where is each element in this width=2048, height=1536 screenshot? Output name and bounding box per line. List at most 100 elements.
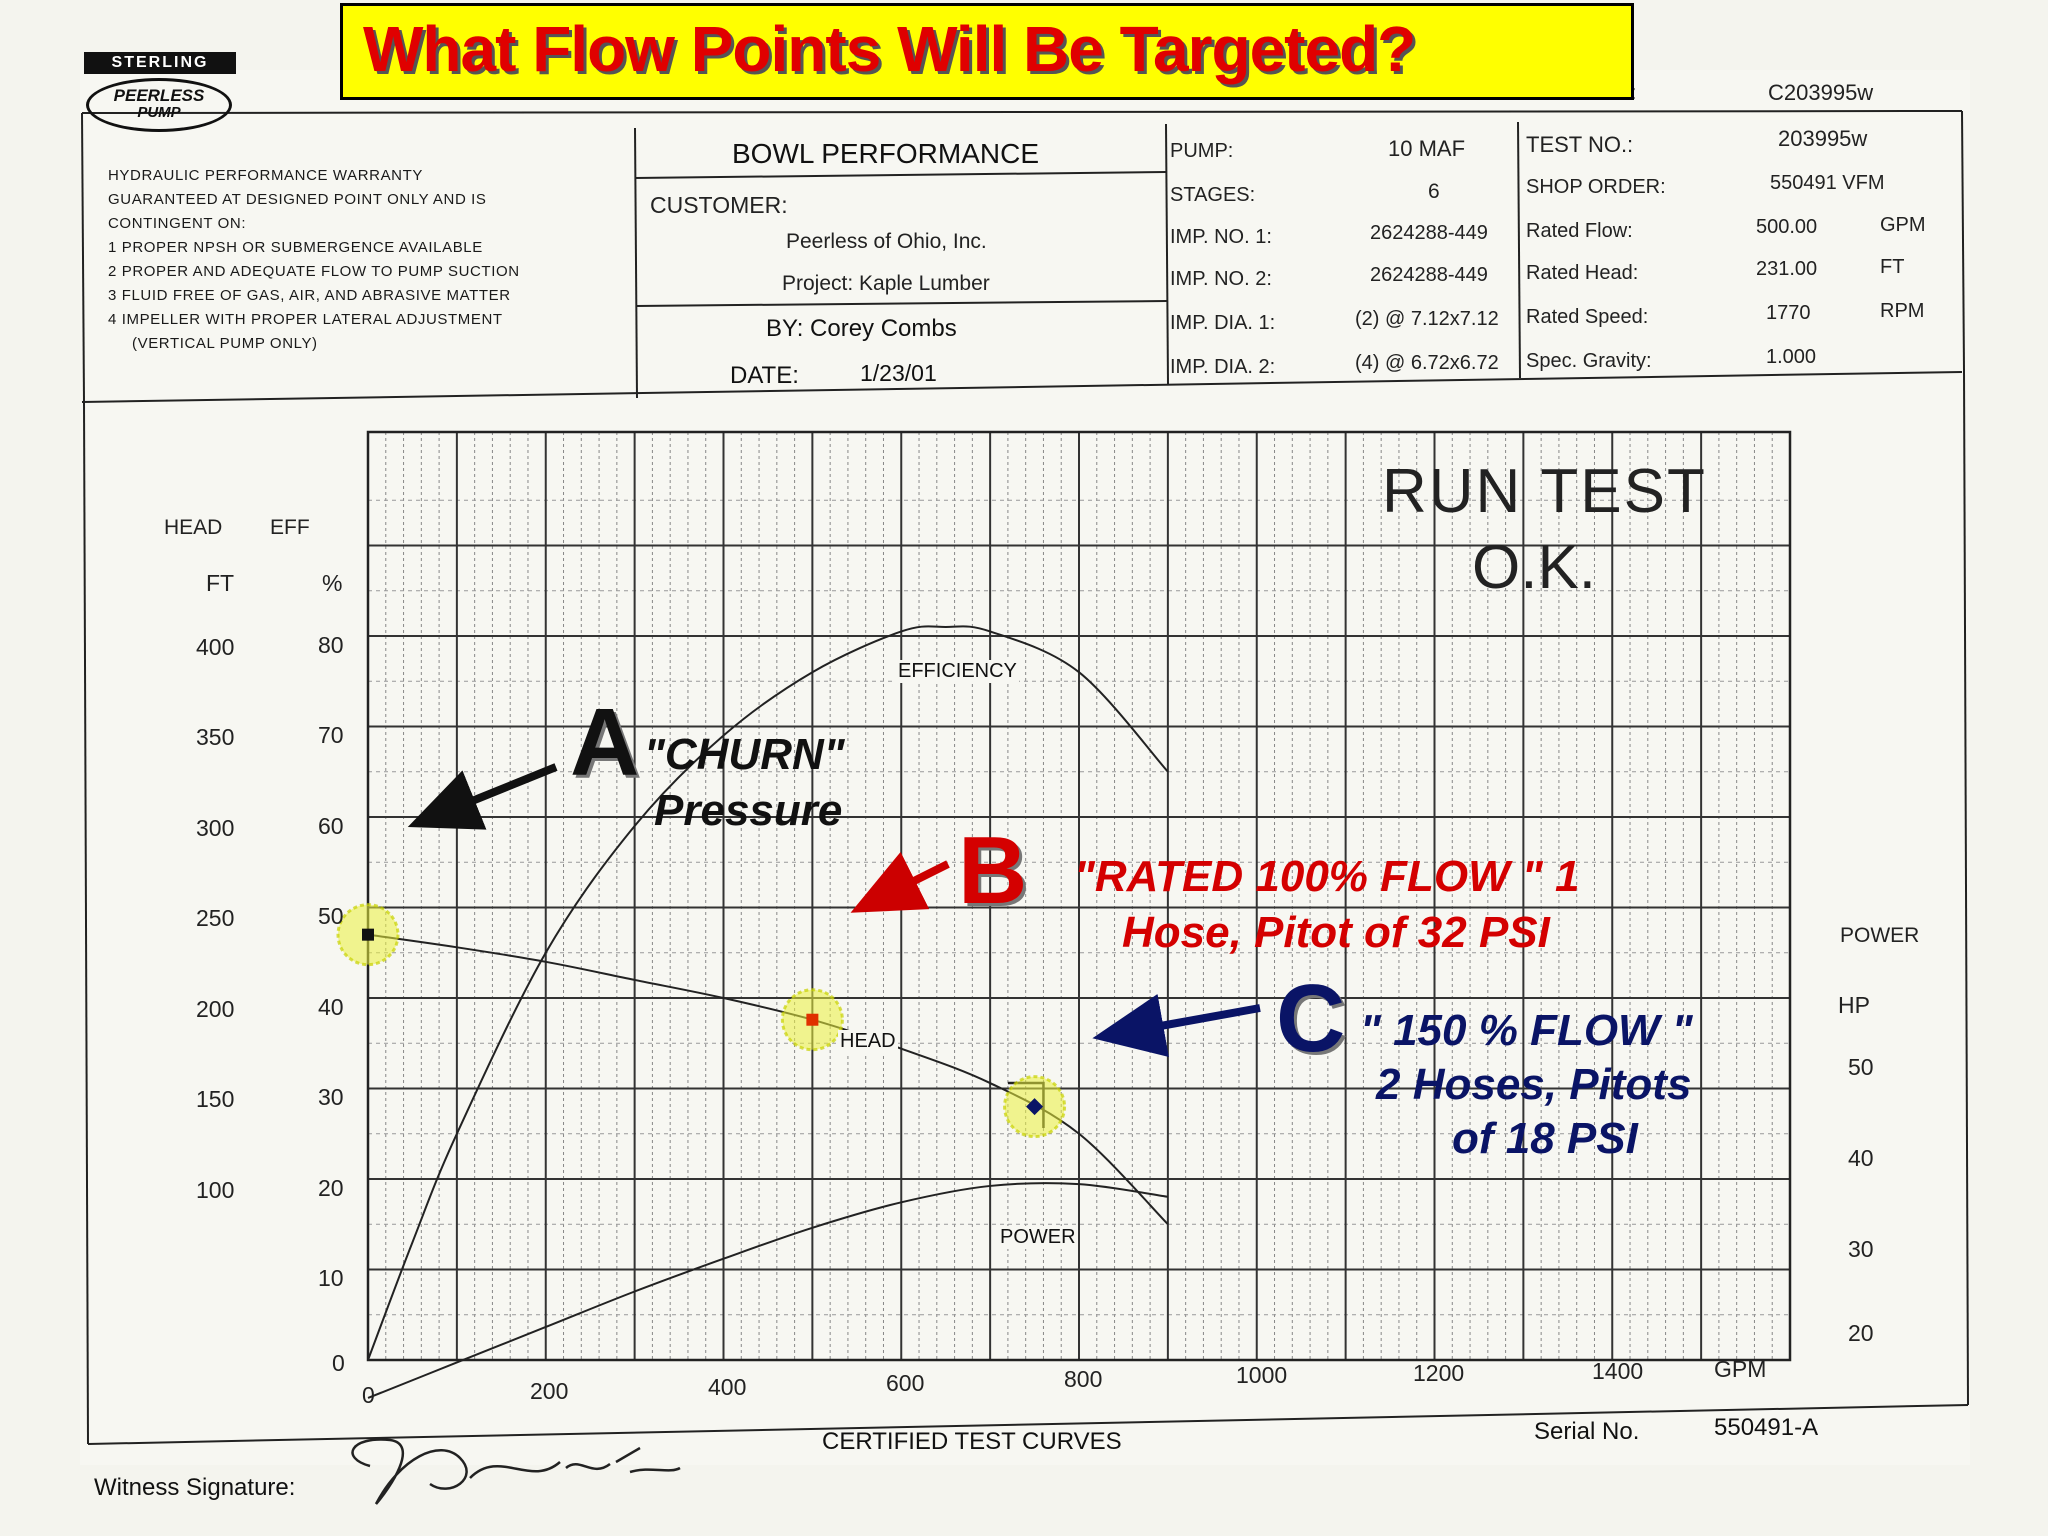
rated-head-label: Rated Head:: [1526, 262, 1639, 284]
point-c-marker: [1026, 1098, 1044, 1116]
point-a-letter: A: [570, 689, 640, 796]
point-a-line2: Pressure: [654, 786, 843, 835]
eff-tick: 30: [318, 1084, 344, 1110]
plot-border: [366, 430, 1792, 1362]
eff-tick: 50: [318, 903, 344, 929]
head-tick: 400: [196, 634, 235, 660]
rated-flow-label: Rated Flow:: [1526, 220, 1633, 242]
rated-speed-label: Rated Speed:: [1526, 306, 1649, 328]
chart-grid-minor: [368, 432, 1790, 1360]
impdia2-value: (4) @ 6.72x6.72: [1355, 352, 1499, 374]
head-tick: 100: [196, 1177, 235, 1203]
logo-line2: PUMP: [137, 104, 181, 121]
x-tick: 1000: [1236, 1362, 1288, 1388]
x-tick: 800: [1064, 1366, 1103, 1392]
x-tick: 1400: [1592, 1358, 1644, 1384]
x-tick: 0: [362, 1382, 375, 1408]
warranty-line: HYDRAULIC PERFORMANCE WARRANTY: [108, 167, 423, 184]
imp2-label: IMP. NO. 2:: [1170, 268, 1272, 290]
imp1-value: 2624288-449: [1370, 222, 1488, 244]
head-tick: 250: [196, 905, 235, 931]
warranty-line: 2 PROPER AND ADEQUATE FLOW TO PUMP SUCTI…: [108, 263, 520, 280]
head-tick: 150: [196, 1086, 235, 1112]
imp1-label: IMP. NO. 1:: [1170, 226, 1272, 248]
x-tick: 400: [708, 1374, 747, 1400]
shop-label: SHOP ORDER:: [1526, 176, 1666, 198]
eff-axis-label: EFF: [270, 516, 310, 539]
warranty-block: HYDRAULIC PERFORMANCE WARRANTY GUARANTEE…: [108, 164, 520, 356]
warranty-line: 4 IMPELLER WITH PROPER LATERAL ADJUSTMEN…: [108, 311, 503, 328]
stamp-line1: RUN TEST: [1382, 457, 1707, 526]
eff-tick: 70: [318, 722, 344, 748]
rated-speed-unit: RPM: [1880, 300, 1925, 322]
head-tick: 200: [196, 996, 235, 1022]
eff-tick: 80: [318, 632, 344, 658]
point-c-line1: " 150 % FLOW ": [1360, 1006, 1693, 1055]
footer-caption: CERTIFIED TEST CURVES: [822, 1428, 1122, 1455]
impdia1-value: (2) @ 7.12x7.12: [1355, 308, 1499, 330]
date-label: DATE:: [730, 362, 799, 389]
banner-title: What Flow Points Will Be Targeted?: [363, 13, 1416, 85]
efficiency-curve: [367, 625, 1169, 1361]
point-a-line1: "CHURN": [644, 730, 845, 779]
customer-label: CUSTOMER:: [650, 192, 788, 218]
head-tick: 300: [196, 815, 235, 841]
rated-head-unit: FT: [1880, 256, 1905, 278]
point-b-letter: B: [958, 817, 1028, 924]
spec-gravity-value: 1.000: [1766, 346, 1817, 368]
warranty-line: 3 FLUID FREE OF GAS, AIR, AND ABRASIVE M…: [108, 287, 511, 304]
peerless-logo: STERLING PEERLESS PUMP: [84, 52, 238, 142]
date-value: 1/23/01: [860, 360, 937, 386]
power-tick: 30: [1848, 1236, 1874, 1262]
eff-tick: 10: [318, 1265, 344, 1291]
title-banner: What Flow Points Will Be Targeted?: [340, 3, 1634, 100]
imp2-value: 2624288-449: [1370, 264, 1488, 286]
point-c-line3: of 18 PSI: [1452, 1114, 1638, 1163]
arrow-c: [1092, 993, 1261, 1057]
point-b-line1: "RATED 100% FLOW " 1: [1074, 852, 1580, 901]
power-tick: 40: [1848, 1145, 1874, 1171]
prepared-by: BY: Corey Combs: [766, 315, 957, 342]
head-tick: 350: [196, 724, 235, 750]
head-axis-label: HEAD: [164, 516, 223, 539]
warranty-line: CONTINGENT ON:: [108, 215, 247, 232]
logo-line1: PEERLESS: [113, 86, 205, 105]
x-tick: 600: [886, 1370, 925, 1396]
serial-label: Serial No.: [1534, 1418, 1640, 1445]
section-title: BOWL PERFORMANCE: [732, 138, 1039, 169]
customer-value: Peerless of Ohio, Inc.: [786, 230, 987, 253]
stamp-line2: O.K.: [1472, 533, 1597, 602]
arrow-a: [407, 763, 558, 830]
logo-brand: STERLING: [84, 52, 236, 74]
rated-flow-unit: GPM: [1880, 214, 1926, 236]
power-axis-unit: HP: [1838, 992, 1870, 1018]
spec-gravity-label: Spec. Gravity:: [1526, 350, 1652, 372]
rated-speed-value: 1770: [1766, 302, 1811, 324]
point-b-line2: Hose, Pitot of 32 PSI: [1122, 908, 1550, 957]
project-value: Project: Kaple Lumber: [782, 272, 990, 295]
x-tick: 1200: [1413, 1360, 1465, 1386]
x-tick: 200: [530, 1378, 569, 1404]
x-axis-label: GPM: [1714, 1356, 1767, 1382]
warranty-line: (VERTICAL PUMP ONLY): [132, 335, 318, 352]
witness-label: Witness Signature:: [94, 1474, 296, 1501]
stages-label: STAGES:: [1170, 184, 1256, 206]
stages-value: 6: [1428, 180, 1440, 203]
curve-value: C203995w: [1768, 80, 1874, 105]
warranty-line: GUARANTEED AT DESIGNED POINT ONLY AND IS: [108, 191, 487, 208]
point-a-marker: [362, 928, 374, 941]
head-axis-unit: FT: [206, 570, 235, 596]
power-curve: [367, 1182, 1169, 1399]
power-curve-label: POWER: [998, 1226, 1078, 1249]
arrow-b: [850, 851, 950, 913]
eff-tick: 0: [332, 1350, 345, 1376]
chart-markers: [336, 903, 1067, 1139]
rated-flow-value: 500.00: [1756, 216, 1818, 238]
test-value: 203995w: [1778, 126, 1868, 151]
pump-label: PUMP:: [1170, 140, 1234, 162]
serial-value: 550491-A: [1714, 1414, 1819, 1441]
chart-grid-major: [366, 430, 1792, 1362]
